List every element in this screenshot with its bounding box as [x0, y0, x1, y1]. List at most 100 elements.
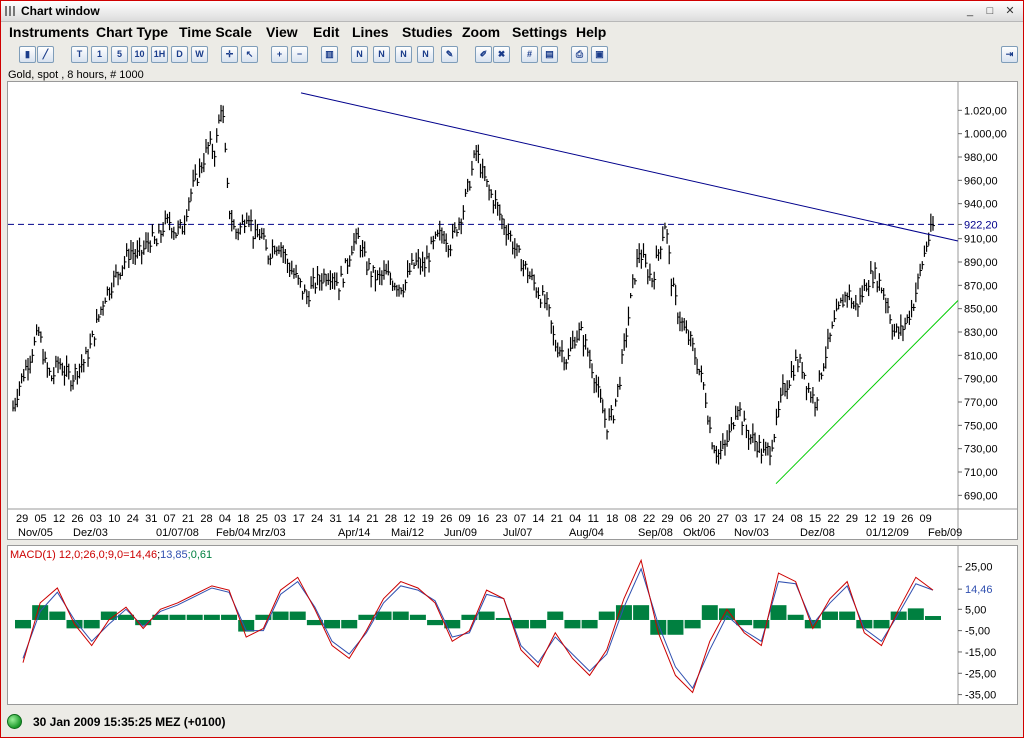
macd-histogram-bar	[118, 614, 135, 620]
time-day-label: 09	[459, 513, 471, 525]
menu-settings[interactable]: Settings	[512, 24, 568, 40]
time-day-label: 12	[53, 513, 65, 525]
price-tick-label: 960,00	[964, 175, 998, 187]
time-day-label: 21	[366, 513, 378, 525]
channel-button[interactable]: N	[373, 46, 390, 63]
macd-histogram-bar	[547, 611, 564, 620]
1hour-timeframe-button[interactable]: 1H	[151, 46, 168, 63]
menu-zoom[interactable]: Zoom	[462, 24, 501, 40]
10min-timeframe-button[interactable]: 10	[131, 46, 148, 63]
price-tick-label: 790,00	[964, 374, 998, 386]
drawing-tool-button[interactable]: ✎	[441, 46, 458, 63]
macd-panel[interactable]: MACD(1) 12,0;26,0;9,0=14,46;13,85;0,61 25…	[7, 545, 1018, 705]
macd-tick-label: -35,00	[965, 690, 996, 702]
1min-timeframe-button[interactable]: 1	[91, 46, 108, 63]
last-price-label: 922,20	[964, 219, 998, 231]
cursor-button[interactable]: ↖	[241, 46, 258, 63]
volume-button[interactable]: ▥	[321, 46, 338, 63]
time-day-label: 18	[606, 513, 618, 525]
price-tick-label: 830,00	[964, 327, 998, 339]
pin-button[interactable]: ⇥	[1001, 46, 1018, 63]
macd-histogram-bar	[135, 619, 152, 626]
print-preview-button[interactable]: ▣	[591, 46, 608, 63]
price-tick-label: 910,00	[964, 234, 998, 246]
menu-instruments[interactable]: Instruments	[9, 24, 90, 40]
delete-drawings-button[interactable]: ✖	[493, 46, 510, 63]
zoom-out-button[interactable]: −	[291, 46, 308, 63]
tick-timeframe-button[interactable]: T	[71, 46, 88, 63]
time-day-label: 14	[532, 513, 544, 525]
time-day-label: 24	[311, 513, 323, 525]
macd-histogram-bar	[238, 619, 255, 632]
5min-timeframe-button[interactable]: 5	[111, 46, 128, 63]
menu-lines[interactable]: Lines	[352, 24, 389, 40]
time-day-label: 03	[90, 513, 102, 525]
line-type-button[interactable]: ╱	[37, 46, 54, 63]
macd-histogram-bar	[100, 611, 117, 620]
macd-histogram-bar	[427, 619, 444, 626]
macd-histogram-bar	[873, 619, 890, 629]
time-day-label: 22	[827, 513, 839, 525]
grid-button[interactable]: #	[521, 46, 538, 63]
menu-help[interactable]: Help	[576, 24, 607, 40]
macd-histogram-bar	[461, 614, 478, 620]
macd-histogram-bar	[221, 614, 238, 620]
zoom-in-button[interactable]: +	[271, 46, 288, 63]
menu-view[interactable]: View	[266, 24, 298, 40]
menu-edit[interactable]: Edit	[313, 24, 340, 40]
price-tick-label: 940,00	[964, 199, 998, 211]
macd-histogram-bar	[770, 605, 787, 620]
menu-time-scale[interactable]: Time Scale	[179, 24, 252, 40]
toolbar: ▮ ╱ T 1 5 10 1H D W ✛ ↖ + − ▥ N N N N ✎ ✐ ✖ # ▤ ⎙ ▣ ⇥	[1, 43, 1023, 67]
macd-histogram-bar	[49, 611, 66, 620]
title-bar: Chart window _ □ ✕	[1, 1, 1023, 22]
macd-current-label: 14,46	[965, 584, 993, 596]
status-bar: 30 Jan 2009 15:35:25 MEZ (+0100)	[1, 708, 1023, 736]
daily-timeframe-button[interactable]: D	[171, 46, 188, 63]
instrument-label: Gold, spot , 8 hours, # 1000	[8, 69, 144, 81]
macd-title-params: MACD(1) 12,0;26,0;9,0=	[10, 549, 130, 561]
maximize-icon[interactable]: □	[986, 5, 994, 17]
time-day-label: 07	[164, 513, 176, 525]
support-trendline[interactable]	[775, 300, 959, 485]
trendline-button[interactable]: N	[351, 46, 368, 63]
macd-histogram-bar	[512, 619, 529, 629]
macd-histogram-bar	[186, 614, 203, 620]
menu-chart-type[interactable]: Chart Type	[96, 24, 169, 40]
price-tick-label: 870,00	[964, 280, 998, 292]
price-chart[interactable]: 1.020,00 1.000,00 980,00 960,00 940,00 922,20…	[7, 81, 1018, 540]
parallel-button[interactable]: N	[417, 46, 434, 63]
price-tick-label: 1.000,00	[964, 129, 1007, 141]
macd-histogram-bar	[272, 611, 289, 620]
macd-histogram-bar	[341, 619, 358, 629]
macd-tick-label: -25,00	[965, 668, 996, 680]
resistance-trendline[interactable]	[300, 92, 959, 242]
time-day-label: 25	[256, 513, 268, 525]
macd-histogram-bar	[856, 619, 873, 629]
macd-histogram-bar	[667, 619, 684, 635]
close-icon[interactable]: ✕	[1005, 5, 1015, 17]
table-button[interactable]: ▤	[541, 46, 558, 63]
time-day-label: 19	[422, 513, 434, 525]
macd-histogram-bar	[736, 619, 753, 626]
print-button[interactable]: ⎙	[571, 46, 588, 63]
menu-studies[interactable]: Studies	[402, 24, 453, 40]
price-tick-label: 810,00	[964, 350, 998, 362]
macd-histogram-bar	[839, 611, 856, 620]
weekly-timeframe-button[interactable]: W	[191, 46, 208, 63]
menu-bar: Instruments Chart Type Time Scale View Edit L…	[1, 22, 1023, 42]
eraser-button[interactable]: ✐	[475, 46, 492, 63]
fibonacci-button[interactable]: N	[395, 46, 412, 63]
macd-histogram-bar	[633, 605, 650, 620]
macd-line	[22, 558, 934, 694]
bar-chart-type-button[interactable]: ▮	[19, 46, 36, 63]
minimize-icon[interactable]: _	[966, 5, 974, 17]
crosshair-button[interactable]: ✛	[221, 46, 238, 63]
signal-line	[22, 567, 934, 690]
time-day-label: 28	[200, 513, 212, 525]
price-tick-label: 750,00	[964, 420, 998, 432]
macd-histogram-bar	[925, 616, 941, 620]
macd-histogram-bar	[444, 619, 461, 629]
macd-histogram-bar	[581, 619, 598, 629]
macd-histogram-bar	[169, 614, 186, 620]
